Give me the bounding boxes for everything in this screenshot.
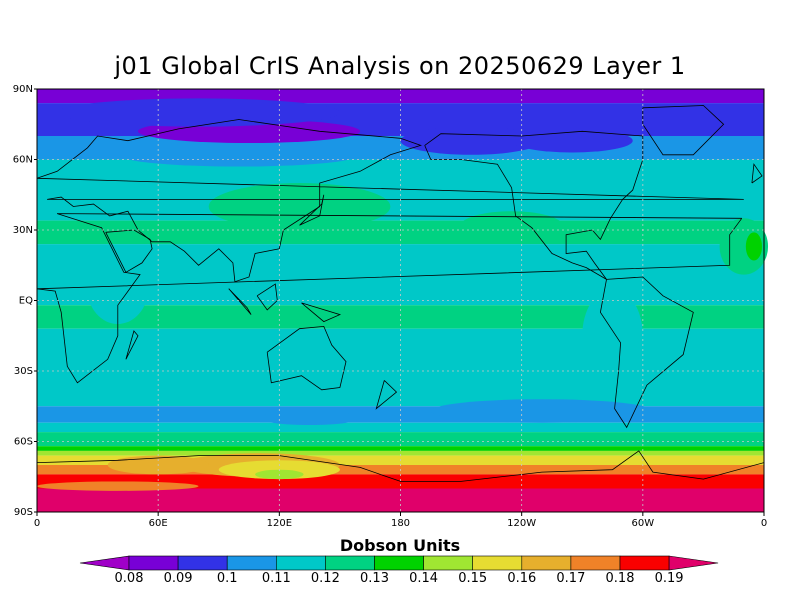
y-tick-label-2: 30N bbox=[13, 225, 33, 236]
field-feature-11 bbox=[430, 399, 653, 423]
colorbar-label-4: 0.12 bbox=[310, 571, 340, 586]
coastline-14 bbox=[751, 163, 763, 184]
colorbar-swatch-7 bbox=[423, 555, 474, 571]
colorbar-swatch-2 bbox=[177, 555, 228, 571]
coastline-6 bbox=[599, 276, 694, 429]
colorbar-label-5: 0.13 bbox=[360, 571, 389, 586]
x-tick-label-5: 60W bbox=[632, 518, 655, 529]
field-band-4 bbox=[37, 220, 764, 245]
colorbar-swatch-11 bbox=[619, 555, 670, 571]
colorbar-swatch-1 bbox=[128, 555, 179, 571]
x-tick-label-2: 120E bbox=[267, 518, 292, 529]
y-tick-label-6: 90S bbox=[14, 507, 33, 518]
colorbar-low-arrow bbox=[79, 555, 130, 571]
y-tick-label-3: EQ bbox=[19, 296, 33, 307]
map-title: j01 Global CrIS Analysis on 20250629 Lay… bbox=[114, 52, 686, 80]
x-tick-label-6: 0 bbox=[761, 518, 767, 529]
colorbar-label-8: 0.16 bbox=[507, 571, 537, 586]
field-feature-10 bbox=[582, 288, 643, 383]
gridlines bbox=[37, 89, 764, 512]
colorbar-label-10: 0.18 bbox=[605, 571, 635, 586]
axis-ticks: 0 60E 120E 180 120W 60W 0 90N 60N 30N EQ 30S 60S 90S bbox=[13, 84, 767, 529]
field-feature-6 bbox=[745, 232, 762, 261]
colorbar-label-7: 0.15 bbox=[458, 571, 488, 586]
x-tick-label-4: 120W bbox=[507, 518, 536, 529]
field-feature-7 bbox=[208, 183, 391, 230]
colorbar-swatch-9 bbox=[521, 555, 572, 571]
coastline-12 bbox=[375, 380, 398, 410]
colorbar-swatch-4 bbox=[275, 555, 326, 571]
colorbar-label-2: 0.1 bbox=[216, 571, 238, 586]
colorbar-label-1: 0.09 bbox=[163, 571, 193, 586]
coastline-13 bbox=[125, 330, 139, 360]
coastline-11 bbox=[299, 194, 325, 226]
colorbar-swatch-3 bbox=[226, 555, 277, 571]
field-band-12 bbox=[37, 450, 764, 456]
y-tick-label-1: 60N bbox=[13, 155, 33, 166]
x-tick-label-1: 60E bbox=[149, 518, 168, 529]
field-feature-1 bbox=[400, 126, 542, 155]
coastline-7 bbox=[36, 450, 765, 482]
field-feature-3 bbox=[57, 98, 340, 127]
colorbar-high-arrow bbox=[668, 555, 719, 571]
y-tick-label-5: 60S bbox=[14, 437, 33, 448]
colorbar-title: Dobson Units bbox=[339, 536, 461, 555]
coastline-10 bbox=[301, 302, 342, 323]
y-tick-label-4: 30S bbox=[14, 366, 33, 377]
field-feature-9 bbox=[87, 253, 149, 324]
coastline-9 bbox=[228, 288, 252, 315]
x-tick-label-3: 180 bbox=[391, 518, 410, 529]
field-band-9 bbox=[37, 422, 764, 433]
coastline-1 bbox=[36, 119, 744, 283]
colorbar-label-6: 0.14 bbox=[409, 571, 439, 586]
colorbar-label-11: 0.19 bbox=[654, 571, 684, 586]
field-band-6 bbox=[37, 305, 764, 329]
colorbar-label-0: 0.08 bbox=[114, 571, 144, 586]
colorbar-swatch-6 bbox=[374, 555, 424, 571]
field-feature-4 bbox=[117, 143, 361, 167]
field-feature-12 bbox=[259, 410, 361, 426]
field-feature-17 bbox=[37, 481, 199, 491]
field-band-11 bbox=[37, 446, 764, 451]
colorbar-swatch-5 bbox=[325, 555, 375, 571]
coastline-3 bbox=[266, 325, 347, 391]
field-feature-8 bbox=[461, 211, 563, 240]
colorbar-label-3: 0.11 bbox=[261, 571, 291, 586]
colorbar-swatch-8 bbox=[472, 555, 523, 571]
x-tick-label-0: 0 bbox=[34, 518, 40, 529]
colorbar-label-9: 0.17 bbox=[556, 571, 586, 586]
colorbar bbox=[79, 555, 719, 571]
colorbar-swatch-10 bbox=[570, 555, 621, 571]
y-tick-label-0: 90N bbox=[13, 84, 33, 95]
